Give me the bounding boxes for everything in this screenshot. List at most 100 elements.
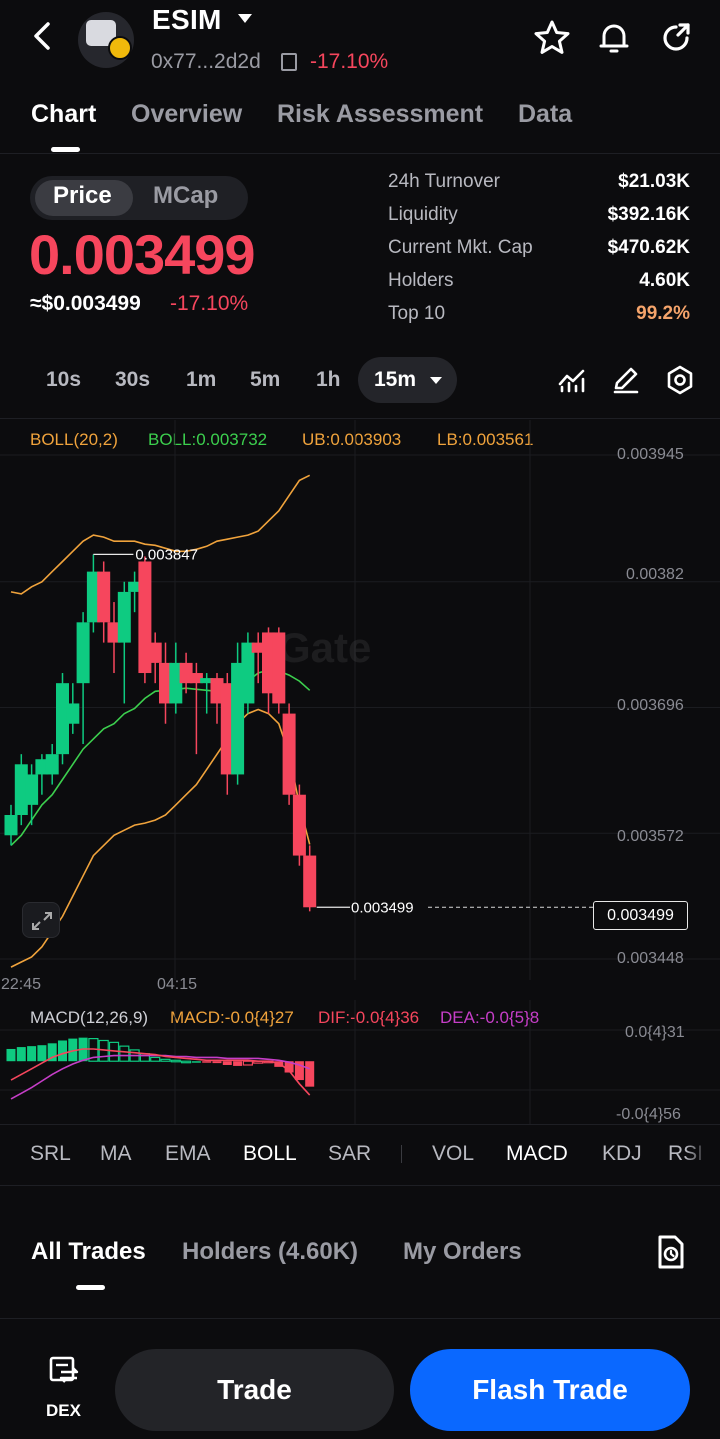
chart-top-divider [0,418,720,419]
boll-legend-name: BOLL(20,2) [30,430,118,449]
tab-holders[interactable]: Holders (4.60K) [182,1238,359,1265]
macd-histogram-bar [58,1040,67,1062]
indicator-rsi[interactable]: RSI [668,1142,704,1165]
indicator-vol[interactable]: VOL [432,1142,475,1165]
candle-body [241,642,255,704]
interval-10s[interactable]: 10s [46,368,82,391]
macd-grid [0,1000,720,1124]
price-axis-label: 0.00382 [626,566,684,583]
interval-1m[interactable]: 1m [186,368,217,391]
tab-all-trades[interactable]: All Trades [31,1238,146,1265]
indicator-sar[interactable]: SAR [328,1142,372,1165]
price-axis-label: 0.003696 [617,697,684,714]
candle-body [76,622,90,684]
macd-histogram-bar [160,1058,171,1062]
bnb-chain-badge-icon [108,36,132,60]
tab-chart[interactable]: Chart [31,100,97,128]
price-change-header: -17.10% [310,50,389,73]
macd-histogram-bar [181,1060,192,1064]
stat-label-top10: Top 10 [388,303,446,324]
interval-30s[interactable]: 30s [115,368,151,391]
macd-histogram-bar [37,1045,47,1062]
interval-15m[interactable]: 15m [374,368,417,391]
last-price-tag: 0.003499 [593,901,688,930]
indicator-ma[interactable]: MA [100,1142,132,1165]
dex-label[interactable]: DEX [46,1401,81,1420]
tab-my-orders[interactable]: My Orders [403,1238,522,1265]
candle-body [86,571,100,623]
macd-legend-dea: DEA:-0.0{5}8 [440,1008,540,1027]
token-switch-chevron-icon[interactable] [238,14,252,23]
indicator-chart-icon[interactable] [556,364,588,396]
candle-body [159,662,172,704]
chart-settings-icon[interactable] [664,364,696,396]
boll-upper-band [10,474,311,595]
stat-value-holders: 4.60K [639,270,690,291]
macd-histogram-bar [233,1061,243,1066]
macd-lines [10,1048,311,1100]
chart-grid [0,420,720,980]
candle-body [251,642,265,653]
token-name[interactable]: ESIM [152,4,222,35]
indicator-macd[interactable]: MACD [506,1142,568,1165]
indicator-srl[interactable]: SRL [30,1142,71,1165]
candle-body [107,622,121,643]
fullscreen-button[interactable] [22,902,60,938]
price-markers: 0.003847 0.003499 [93,546,593,916]
trade-button[interactable]: Trade [115,1349,394,1431]
candles [4,554,317,912]
candle-body [45,754,59,775]
interval-1h[interactable]: 1h [316,368,341,391]
interval-dropdown-chevron-icon[interactable] [430,377,442,384]
expand-icon [32,912,52,930]
macd-histogram-bar [242,1060,253,1066]
gate-watermark: Gate [278,624,371,671]
draw-pen-icon[interactable] [610,364,642,396]
macd-histogram-bar [150,1056,161,1062]
candle-body [231,662,245,775]
indicator-boll[interactable]: BOLL [243,1142,297,1165]
macd-histogram-bar [68,1038,78,1062]
candle-body [262,632,275,694]
share-icon[interactable] [656,18,696,58]
back-arrow-icon[interactable] [28,18,56,54]
macd-chart[interactable] [0,1000,720,1124]
macd-histogram-bar [212,1061,222,1064]
candle-body [148,642,162,663]
tab-risk-assessment[interactable]: Risk Assessment [277,100,484,128]
token-logo [78,12,134,68]
boll-legend-ub: UB:0.003903 [302,430,402,449]
toggle-mcap[interactable]: MCap [153,182,219,209]
candle-body [303,855,317,908]
stat-label-turnover: 24h Turnover [388,171,500,192]
candle-body [56,683,69,755]
indicator-ema[interactable]: EMA [165,1142,211,1165]
indicator-kdj[interactable]: KDJ [602,1142,642,1165]
macd-dif-line [10,1048,311,1096]
candle-body [128,581,142,592]
candle-body [272,632,286,704]
interval-5m[interactable]: 5m [250,368,281,391]
candle-body [169,662,183,704]
dex-swap-icon[interactable] [47,1354,81,1388]
price-axis-label: 0.003572 [617,828,684,845]
favorite-star-icon[interactable] [532,18,572,58]
macd-histogram-bar [47,1043,57,1062]
high-marker-label: 0.003847 [135,546,198,563]
copy-icon[interactable] [281,53,297,71]
price-alert-bell-icon[interactable] [594,18,634,58]
candle-body [66,703,80,724]
macd-axis-label: -0.0{4}56 [616,1106,681,1123]
tab-overview[interactable]: Overview [131,100,243,128]
candlestick-chart[interactable]: Gate 0.003847 0.003499 [0,420,720,1000]
stat-value-liquidity: $392.16K [607,204,690,225]
contract-address: 0x77...2d2d [151,50,261,73]
flash-trade-button[interactable]: Flash Trade [410,1349,690,1431]
candle-body [292,794,306,856]
candle-body [189,673,203,684]
order-history-icon[interactable] [655,1234,687,1270]
candle-body [179,662,193,684]
candle-body [210,678,224,704]
toggle-price[interactable]: Price [53,182,112,209]
tab-data[interactable]: Data [518,100,573,128]
